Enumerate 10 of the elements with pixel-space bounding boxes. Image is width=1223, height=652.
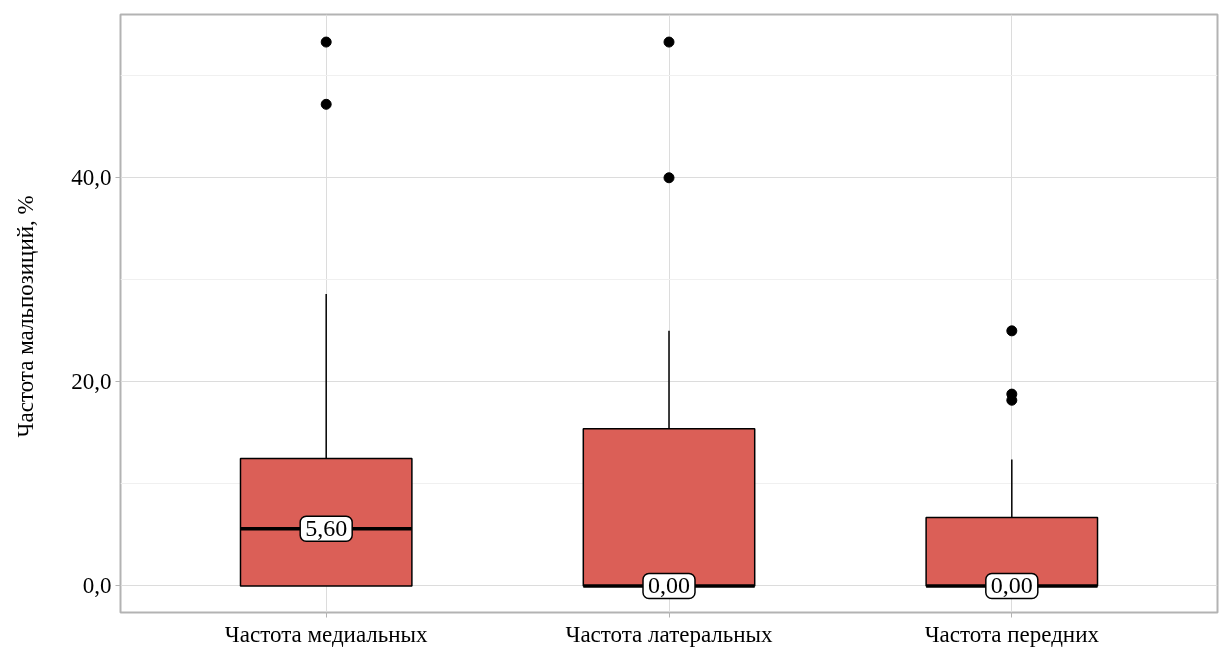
y-tick-label: 40,0 [71,165,112,191]
annotation: 0,00 [990,572,1033,599]
y-tick-label: 20,0 [71,369,112,395]
y-axis-title: Частота мальпозиций, % [13,195,39,438]
annotation: 5,60 [305,515,348,542]
x-tick-label: Частота передних [924,621,1100,647]
x-tick-label: Частота латеральных [565,621,774,647]
annotation: 0,00 [648,572,690,599]
y-tick-label: 0,0 [82,573,112,599]
x-tick-label: Частота медиальных [224,621,429,647]
